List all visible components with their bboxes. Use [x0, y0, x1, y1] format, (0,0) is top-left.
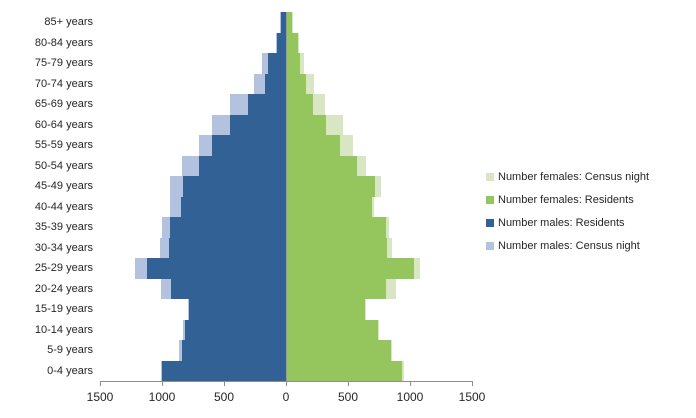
x-axis-tick — [162, 381, 163, 386]
x-axis-tick-label: 1500 — [458, 390, 486, 404]
bar-number-females-residents — [287, 12, 292, 33]
bar-number-males-residents — [199, 155, 286, 176]
chart-legend: Number females: Census night Number femal… — [486, 165, 649, 257]
y-axis-label: 10-14 years — [34, 323, 93, 336]
bar-number-males-residents — [168, 237, 286, 258]
legend-swatch-icon — [486, 172, 494, 181]
bar-number-females-residents — [287, 196, 372, 217]
bar-number-males-residents — [276, 32, 286, 53]
bar-number-females-residents — [287, 176, 376, 197]
legend-swatch-icon — [486, 195, 494, 204]
bar-number-females-residents — [287, 278, 387, 299]
bar-number-females-residents — [287, 360, 403, 381]
y-axis-label: 45-49 years — [34, 180, 93, 192]
bar-number-males-residents — [268, 53, 286, 74]
legend-label: Number females: Residents — [498, 193, 634, 206]
x-axis-tick-label: 500 — [337, 390, 359, 404]
y-axis-label: 35-39 years — [34, 221, 93, 233]
y-axis-label: 40-44 years — [34, 200, 93, 213]
bar-number-males-residents — [170, 217, 286, 238]
legend-item-number-males-census-night: Number males: Census night — [486, 234, 649, 257]
y-axis-label: 0-4 years — [47, 364, 93, 377]
plot-area — [100, 12, 472, 381]
bar-number-females-residents — [287, 135, 341, 156]
x-axis-tick — [348, 381, 349, 386]
legend-label: Number females: Census night — [498, 170, 650, 183]
bar-number-females-residents — [287, 94, 314, 115]
y-axis-label: 75-79 years — [34, 57, 93, 69]
y-axis-label: 5-9 years — [47, 344, 93, 356]
y-axis-label: 55-59 years — [34, 139, 93, 151]
y-axis-label: 80-84 years — [34, 36, 93, 49]
bar-number-females-residents — [287, 53, 301, 74]
x-axis-tick — [286, 381, 287, 386]
bar-number-females-residents — [287, 319, 378, 340]
y-axis-label: 15-19 years — [34, 303, 93, 315]
bar-number-males-residents — [146, 258, 286, 279]
x-axis-tick — [224, 381, 225, 386]
bar-number-males-residents — [264, 73, 286, 94]
y-axis-label: 50-54 years — [34, 159, 93, 172]
x-axis-tick-label: 500 — [213, 390, 235, 404]
bar-number-females-residents — [287, 114, 327, 135]
bar-number-females-residents — [287, 237, 388, 258]
bar-number-males-residents — [281, 12, 286, 33]
legend-item-number-females-census-night: Number females: Census night — [486, 165, 649, 188]
bar-number-males-residents — [247, 94, 286, 115]
bar-number-males-residents — [162, 360, 286, 381]
bar-number-males-residents — [171, 278, 286, 299]
bar-number-females-residents — [287, 340, 392, 361]
bar-number-males-residents — [181, 196, 286, 217]
bar-number-females-residents — [287, 73, 307, 94]
y-axis-label: 20-24 years — [34, 282, 93, 295]
y-axis-label: 30-34 years — [34, 241, 93, 254]
bar-number-males-residents — [183, 176, 286, 197]
y-axis-label: 25-29 years — [34, 262, 93, 274]
x-axis-tick-label: 1000 — [148, 390, 176, 404]
bar-number-females-residents — [287, 217, 387, 238]
bar-number-males-residents — [230, 114, 286, 135]
y-axis-label: 70-74 years — [34, 77, 93, 90]
x-axis-tick-label: 0 — [282, 390, 290, 404]
center-axis-line — [286, 12, 287, 381]
x-axis-tick — [472, 381, 473, 386]
bar-number-females-residents — [287, 32, 298, 53]
legend-swatch-icon — [486, 241, 494, 250]
legend-item-number-females-residents: Number females: Residents — [486, 188, 649, 211]
legend-label: Number males: Census night — [498, 239, 640, 252]
bar-number-males-residents — [212, 135, 286, 156]
x-axis-tick-label: 1500 — [86, 390, 114, 404]
legend-label: Number males: Residents — [498, 216, 625, 229]
y-axis-label: 60-64 years — [34, 118, 93, 131]
bar-number-males-residents — [189, 299, 286, 320]
y-axis-label: 65-69 years — [34, 98, 93, 110]
y-axis-label: 85+ years — [44, 16, 93, 28]
bar-number-females-residents — [287, 299, 365, 320]
bar-number-males-residents — [184, 319, 286, 340]
bar-number-females-residents — [287, 258, 415, 279]
x-axis-tick — [410, 381, 411, 386]
x-axis-tick — [100, 381, 101, 386]
legend-item-number-males-residents: Number males: Residents — [486, 211, 649, 234]
bar-number-females-residents — [287, 155, 358, 176]
legend-swatch-icon — [486, 218, 494, 227]
bar-number-males-residents — [181, 340, 286, 361]
x-axis-tick-label: 1000 — [396, 390, 424, 404]
